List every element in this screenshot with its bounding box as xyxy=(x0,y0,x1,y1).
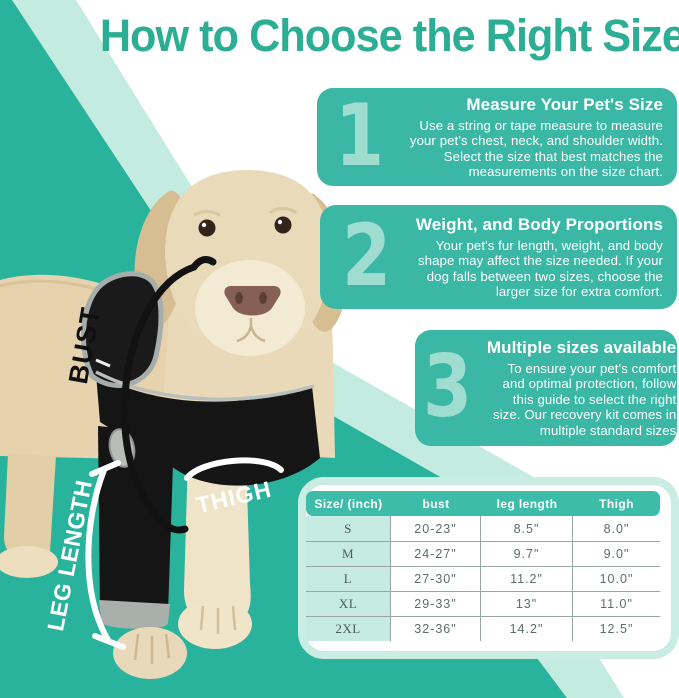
cell-size: XL xyxy=(306,591,391,616)
step-number: 2 xyxy=(342,206,392,307)
page-title: How to Choose the Right Size xyxy=(99,10,679,61)
dog-front-right-paw xyxy=(178,599,252,649)
cell-leg-length: 13" xyxy=(481,591,573,616)
cell-thigh: 11.0" xyxy=(573,591,660,616)
step-number: 3 xyxy=(423,337,473,438)
cell-size: 2XL xyxy=(306,616,391,641)
dog-right-eye xyxy=(274,216,292,234)
size-chart-container: Size/ (inch) bust leg length Thigh S 20-… xyxy=(298,477,679,659)
cell-size: S xyxy=(306,516,391,541)
step-heading: Measure Your Pet's Size xyxy=(466,94,663,114)
sleeve-cuff xyxy=(99,600,170,629)
table-row: L 27-30" 11.2" 10.0" xyxy=(306,566,660,591)
header-thigh: Thigh xyxy=(573,491,660,516)
step-heading: Weight, and Body Proportions xyxy=(415,214,663,234)
step-card-3: 3 Multiple sizes available To ensure you… xyxy=(415,330,677,446)
dog-eye-glint xyxy=(277,219,283,225)
cell-bust: 27-30" xyxy=(391,566,481,591)
header-bust: bust xyxy=(391,491,481,516)
step-number: 1 xyxy=(335,86,385,187)
cell-size: L xyxy=(306,566,391,591)
table-row: M 24-27" 9.7" 9.0" xyxy=(306,541,660,566)
cell-thigh: 12.5" xyxy=(573,616,660,641)
dog-paw-toes xyxy=(133,633,171,664)
cell-bust: 32-36" xyxy=(391,616,481,641)
dog-paw-toes xyxy=(199,605,237,634)
dog-rear-leg xyxy=(4,454,56,556)
sleeve-logo-mark xyxy=(95,358,111,368)
cell-leg-length: 9.7" xyxy=(481,541,573,566)
step-card-1: 1 Measure Your Pet's Size Use a string o… xyxy=(317,88,677,186)
cell-bust: 20-23" xyxy=(391,516,481,541)
step-card-2: 2 Weight, and Body Proportions Your pet'… xyxy=(320,205,677,309)
dog-rear-paw xyxy=(0,546,58,578)
dog-brows xyxy=(192,207,298,218)
table-row: 2XL 32-36" 14.2" 12.5" xyxy=(306,616,660,641)
dog-sleeved-paw xyxy=(113,627,187,679)
step-body: Use a string or tape measure to measure … xyxy=(409,117,663,179)
dog-nostril xyxy=(235,292,243,304)
size-chart-header-row: Size/ (inch) bust leg length Thigh xyxy=(306,491,660,516)
header-size: Size/ (inch) xyxy=(306,491,391,516)
cell-thigh: 9.0" xyxy=(573,541,660,566)
cell-leg-length: 11.2" xyxy=(481,566,573,591)
dog-eye-glint xyxy=(201,222,207,228)
step-body: Your pet's fur length, weight, and body … xyxy=(417,237,663,299)
dog-mouth xyxy=(236,318,266,343)
header-leg-length: leg length xyxy=(481,491,573,516)
size-chart-table: Size/ (inch) bust leg length Thigh S 20-… xyxy=(306,491,660,641)
cell-leg-length: 8.5" xyxy=(481,516,573,541)
step-body: To ensure your pet's comfort and optimal… xyxy=(492,360,677,438)
cell-thigh: 10.0" xyxy=(573,566,660,591)
cell-thigh: 8.0" xyxy=(573,516,660,541)
step-heading: Multiple sizes available xyxy=(486,337,677,357)
table-row: S 20-23" 8.5" 8.0" xyxy=(306,516,660,541)
table-row: XL 29-33" 13" 11.0" xyxy=(306,591,660,616)
cell-bust: 24-27" xyxy=(391,541,481,566)
dog-left-eye xyxy=(198,219,216,237)
sleeve-leg-tube xyxy=(98,426,174,623)
cell-size: M xyxy=(306,541,391,566)
cell-leg-length: 14.2" xyxy=(481,616,573,641)
dog-nostril xyxy=(259,292,267,304)
cell-bust: 29-33" xyxy=(391,591,481,616)
